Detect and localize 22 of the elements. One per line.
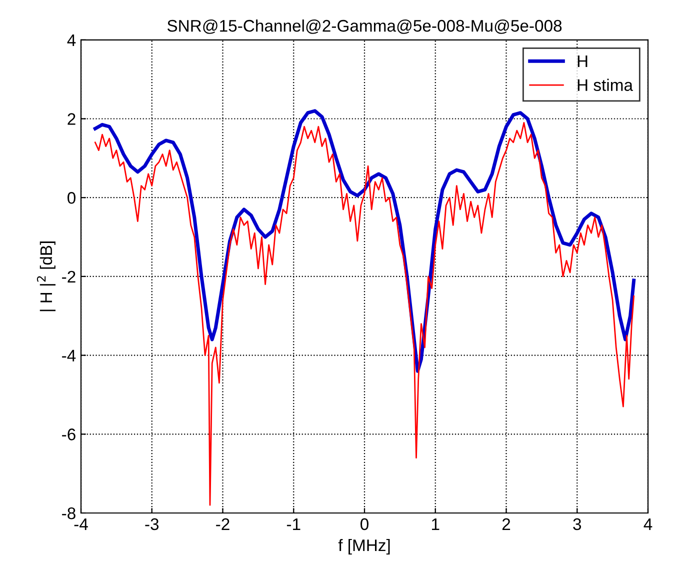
line-series	[94, 122, 635, 506]
x-tick-label: 3	[573, 518, 582, 530]
x-tick-label: 2	[502, 518, 510, 530]
x-tick-label: 1	[432, 518, 440, 530]
line-series	[93, 109, 636, 373]
x-tick-label: 0	[360, 518, 368, 530]
y-tick-label: -4	[62, 350, 76, 362]
chart-title: SNR@15-Channel@2-Gamma@5e-008-Mu@5e-008	[167, 19, 562, 34]
legend-label: H	[578, 56, 588, 67]
x-tick-label: -3	[145, 518, 159, 530]
y-tick-label: -8	[62, 507, 76, 520]
y-axis-title: | H |$^{2}$ [dB]	[36, 242, 56, 312]
x-axis-title: f [MHz]	[338, 538, 390, 554]
y-tick-label: -6	[62, 428, 76, 440]
x-tick-label: -2	[216, 518, 230, 530]
y-tick-label: 0	[68, 192, 76, 204]
x-tick-label: 4	[644, 518, 652, 530]
y-tick-label: -2	[62, 270, 76, 282]
y-tick-label: 2	[68, 113, 76, 125]
x-tick-label: -1	[286, 518, 300, 530]
legend-label: H stima	[578, 78, 633, 92]
y-tick-label: 4	[67, 34, 76, 46]
